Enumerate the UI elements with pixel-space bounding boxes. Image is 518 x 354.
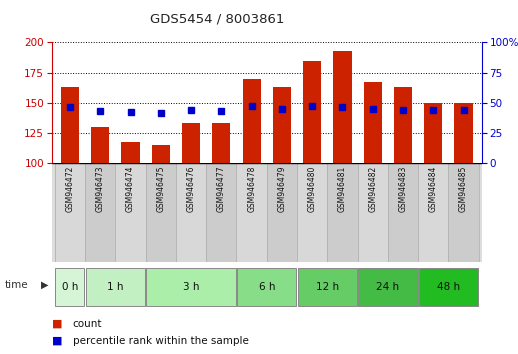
Bar [334, 51, 352, 163]
Text: GSM946478: GSM946478 [247, 166, 256, 212]
Text: 0 h: 0 h [62, 282, 78, 292]
Bar [364, 82, 382, 163]
Bar [176, 163, 206, 262]
Text: GSM946474: GSM946474 [126, 166, 135, 212]
Text: 1 h: 1 h [107, 282, 124, 292]
Text: time: time [5, 280, 29, 290]
Bar [297, 163, 327, 262]
Bar [206, 163, 237, 262]
Bar [85, 268, 145, 306]
Bar [61, 87, 79, 163]
Text: GSM946481: GSM946481 [338, 166, 347, 212]
Text: GSM946483: GSM946483 [398, 166, 408, 212]
Bar [152, 145, 170, 163]
Text: GSM946475: GSM946475 [156, 166, 165, 212]
Bar [116, 163, 146, 262]
Text: count: count [73, 319, 102, 329]
Text: percentile rank within the sample: percentile rank within the sample [73, 336, 249, 346]
Bar [85, 163, 116, 262]
Bar [91, 127, 109, 163]
Bar [454, 103, 472, 163]
Text: GSM946477: GSM946477 [217, 166, 226, 212]
Bar [237, 268, 296, 306]
Text: GSM946479: GSM946479 [278, 166, 286, 212]
Bar [424, 103, 442, 163]
Bar [394, 87, 412, 163]
Text: 6 h: 6 h [258, 282, 275, 292]
Bar [146, 163, 176, 262]
Text: 3 h: 3 h [183, 282, 199, 292]
Bar [388, 163, 418, 262]
Text: GSM946480: GSM946480 [308, 166, 316, 212]
Text: 12 h: 12 h [316, 282, 339, 292]
Bar [267, 163, 297, 262]
Text: GSM946473: GSM946473 [96, 166, 105, 212]
Text: 24 h: 24 h [376, 282, 399, 292]
Bar [358, 268, 418, 306]
Text: GSM946476: GSM946476 [186, 166, 196, 212]
Text: GSM946484: GSM946484 [429, 166, 438, 212]
Bar [298, 268, 357, 306]
Text: GDS5454 / 8003861: GDS5454 / 8003861 [150, 12, 285, 25]
Bar [121, 142, 140, 163]
Text: 48 h: 48 h [437, 282, 460, 292]
Bar [357, 163, 388, 262]
Bar [55, 163, 85, 262]
Text: ■: ■ [52, 336, 62, 346]
Bar [327, 163, 357, 262]
Bar [182, 123, 200, 163]
Bar [146, 268, 236, 306]
Text: GSM946485: GSM946485 [459, 166, 468, 212]
Bar [242, 79, 261, 163]
Bar [418, 163, 449, 262]
Text: ■: ■ [52, 319, 62, 329]
Text: GSM946472: GSM946472 [65, 166, 75, 212]
Bar [303, 61, 321, 163]
Bar [419, 268, 478, 306]
Text: GSM946482: GSM946482 [368, 166, 377, 212]
Bar [273, 87, 291, 163]
Text: ▶: ▶ [41, 280, 49, 290]
Bar [55, 268, 84, 306]
Bar [212, 123, 231, 163]
Bar [449, 163, 479, 262]
Bar [237, 163, 267, 262]
